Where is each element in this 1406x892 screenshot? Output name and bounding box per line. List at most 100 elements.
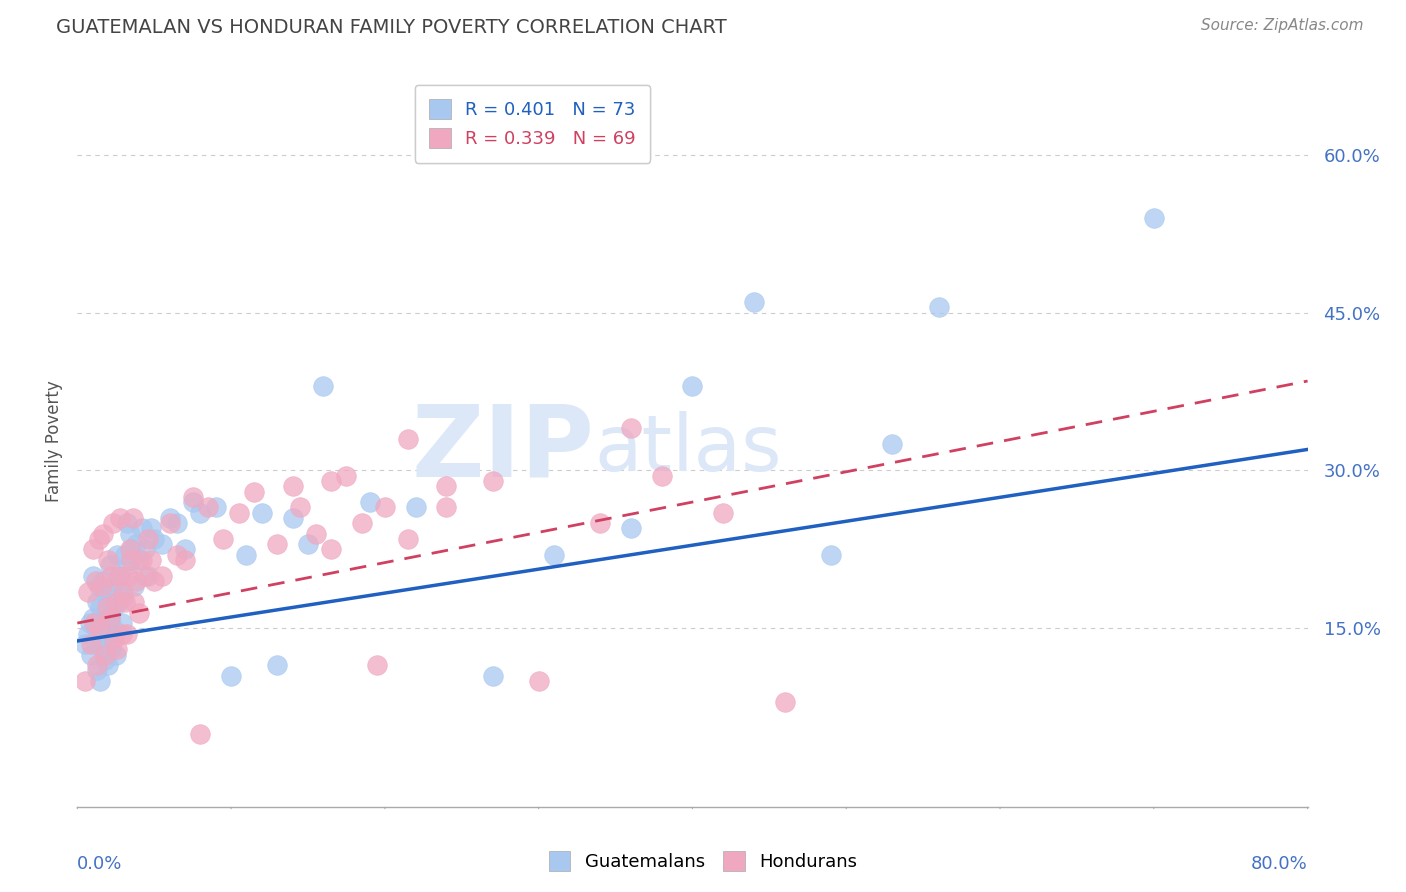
Point	[73, 673, 96, 688]
Point	[98, 611, 121, 625]
Text: ZIP: ZIP	[411, 401, 595, 498]
Point	[121, 511, 143, 525]
Point	[98, 611, 121, 625]
Point	[111, 626, 134, 640]
Point	[281, 479, 304, 493]
Point	[125, 574, 148, 588]
Point	[100, 568, 122, 582]
Point	[93, 574, 115, 588]
Point	[89, 632, 111, 646]
Point	[820, 548, 842, 562]
Point	[86, 664, 108, 678]
Point	[359, 495, 381, 509]
Point	[436, 500, 458, 515]
Point	[235, 548, 257, 562]
Point	[105, 642, 128, 657]
Text: Source: ZipAtlas.com: Source: ZipAtlas.com	[1201, 18, 1364, 33]
Point	[481, 474, 503, 488]
Point	[682, 379, 704, 393]
Point	[115, 516, 138, 530]
Point	[115, 626, 138, 640]
Point	[882, 437, 904, 451]
Point	[90, 579, 114, 593]
Point	[73, 637, 96, 651]
Point	[89, 600, 111, 615]
Point	[150, 537, 173, 551]
Point	[436, 479, 458, 493]
Point	[93, 616, 115, 631]
Point	[197, 500, 219, 515]
Point	[350, 516, 373, 530]
Point	[150, 568, 173, 582]
Text: atlas: atlas	[595, 411, 782, 487]
Point	[77, 584, 100, 599]
Point	[141, 553, 163, 567]
Point	[250, 506, 273, 520]
Point	[122, 595, 145, 609]
Point	[134, 568, 156, 582]
Point	[82, 568, 104, 582]
Point	[396, 432, 419, 446]
Point	[159, 516, 181, 530]
Point	[120, 542, 142, 557]
Point	[174, 542, 197, 557]
Point	[117, 558, 139, 573]
Point	[86, 595, 108, 609]
Point	[87, 579, 110, 593]
Point	[136, 568, 159, 582]
Point	[80, 637, 103, 651]
Point	[219, 669, 242, 683]
Point	[108, 595, 131, 609]
Point	[103, 632, 125, 646]
Point	[181, 495, 204, 509]
Point	[243, 484, 266, 499]
Point	[290, 500, 312, 515]
Point	[141, 521, 163, 535]
Point	[89, 621, 111, 635]
Point	[228, 506, 250, 520]
Point	[94, 606, 117, 620]
Point	[84, 621, 107, 635]
Point	[108, 568, 131, 582]
Point	[122, 579, 145, 593]
Legend: R = 0.401   N = 73, R = 0.339   N = 69: R = 0.401 N = 73, R = 0.339 N = 69	[415, 85, 651, 162]
Point	[128, 553, 150, 567]
Point	[103, 600, 125, 615]
Point	[97, 553, 120, 567]
Point	[188, 506, 212, 520]
Point	[166, 548, 188, 562]
Text: GUATEMALAN VS HONDURAN FAMILY POVERTY CORRELATION CHART: GUATEMALAN VS HONDURAN FAMILY POVERTY CO…	[56, 18, 727, 37]
Point	[366, 658, 388, 673]
Point	[82, 542, 104, 557]
Point	[266, 658, 288, 673]
Point	[159, 511, 181, 525]
Point	[305, 526, 328, 541]
Point	[114, 595, 136, 609]
Point	[94, 653, 117, 667]
Legend: Guatemalans, Hondurans: Guatemalans, Hondurans	[541, 844, 865, 879]
Point	[212, 532, 235, 546]
Point	[1143, 211, 1166, 225]
Point	[266, 537, 288, 551]
Point	[773, 695, 796, 709]
Point	[112, 584, 135, 599]
Point	[374, 500, 396, 515]
Point	[128, 606, 150, 620]
Point	[112, 590, 135, 604]
Point	[94, 648, 117, 662]
Point	[104, 574, 127, 588]
Point	[97, 595, 120, 609]
Point	[79, 616, 101, 631]
Point	[166, 516, 188, 530]
Point	[83, 616, 105, 631]
Point	[125, 537, 148, 551]
Point	[543, 548, 565, 562]
Y-axis label: Family Poverty: Family Poverty	[45, 381, 63, 502]
Point	[114, 548, 136, 562]
Point	[80, 648, 103, 662]
Point	[527, 673, 550, 688]
Point	[90, 642, 114, 657]
Point	[928, 301, 950, 315]
Point	[96, 590, 118, 604]
Point	[104, 595, 127, 609]
